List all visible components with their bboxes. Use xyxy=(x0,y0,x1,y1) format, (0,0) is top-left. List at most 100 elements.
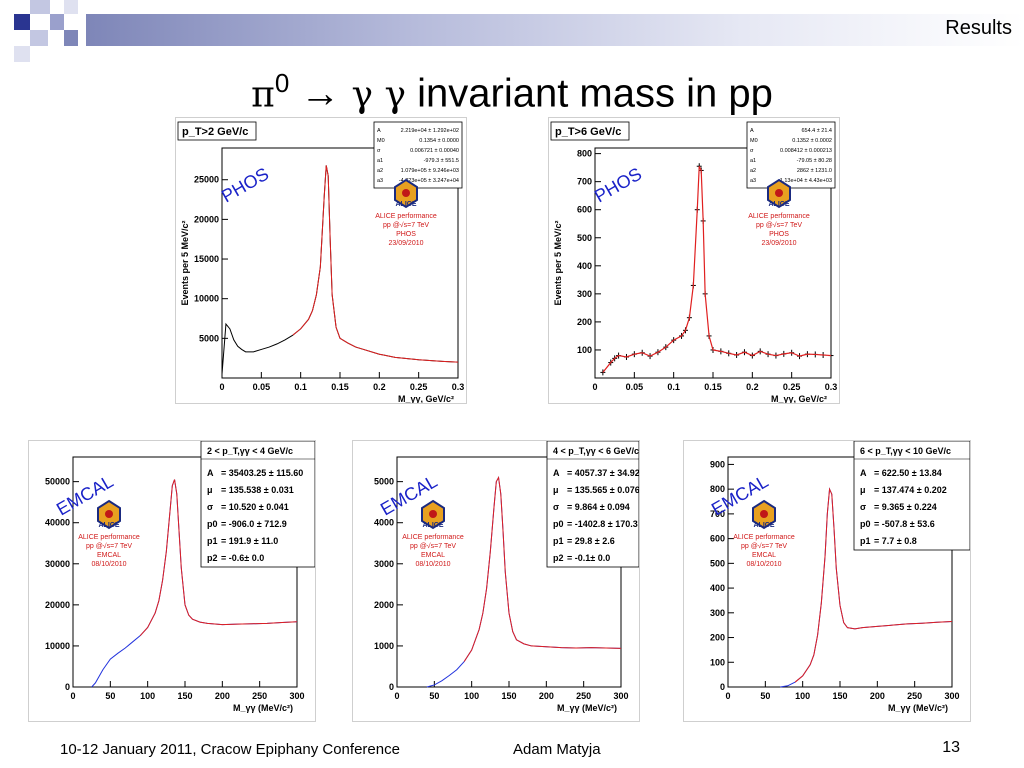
stats-param: p1 xyxy=(553,536,564,546)
performance-label: EMCAL xyxy=(752,552,776,559)
cut-box xyxy=(550,121,630,141)
alice-logo-text: ALICE xyxy=(99,522,120,529)
stats-value: 0.1352 ± 0.0002 xyxy=(792,138,832,144)
x-tick-label: 0.25 xyxy=(783,382,801,392)
performance-label: ALICE performance xyxy=(402,534,464,541)
chart-svg: 0 0.05 0.1 0.15 0.2 0.25 0.3 100 200 300 400 500 600… xyxy=(550,121,838,403)
x-tick-label: 0 xyxy=(725,691,730,701)
y-tick-label: 100 xyxy=(710,657,725,667)
stats-box xyxy=(546,441,639,568)
title-superscript: 0 xyxy=(274,68,290,98)
y-tick-label: 500 xyxy=(577,233,592,243)
title-particle: π xyxy=(251,74,275,116)
x-axis-label: M_γγ (MeV/c²) xyxy=(888,703,948,713)
stats-value: = 135.565 ± 0.076 xyxy=(567,485,639,495)
x-tick-label: 0 xyxy=(219,382,224,392)
x-tick-label: 0.25 xyxy=(410,382,428,392)
x-axis-label: M_γγ (MeV/c²) xyxy=(233,703,293,713)
emcal-pt2-4-panel: 0 50 100 150 200 250 300 0 10000 20000 30000 40000 5… xyxy=(28,440,316,722)
stats-param: M0 xyxy=(377,138,385,144)
x-tick-label: 0 xyxy=(70,691,75,701)
alice-logo-core xyxy=(105,510,113,518)
x-tick-label: 50 xyxy=(760,691,770,701)
x-tick-label: 100 xyxy=(464,691,479,701)
stats-param: a3 xyxy=(377,178,383,184)
y-tick-label: 5000 xyxy=(374,477,394,487)
stats-box xyxy=(200,441,315,568)
y-tick-label: 10000 xyxy=(45,641,70,651)
stats-param: σ xyxy=(860,502,866,512)
cut-label: p_T>2 GeV/c xyxy=(182,126,248,138)
x-tick-label: 0.15 xyxy=(331,382,349,392)
stats-value: 0.006721 ± 0.00040 xyxy=(410,148,459,154)
x-tick-label: 0.1 xyxy=(294,382,307,392)
y-axis-label: Events per 5 MeV/c² xyxy=(553,220,563,305)
y-tick-label: 800 xyxy=(577,149,592,159)
stats-value: = -1402.8 ± 170.3 xyxy=(567,519,638,529)
emcal-pt6-10-panel: 0 50 100 150 200 250 300 0 100 200 300 400 500 600 700… xyxy=(683,440,971,722)
x-tick-label: 300 xyxy=(944,691,959,701)
x-tick-label: 150 xyxy=(501,691,516,701)
y-tick-label: 300 xyxy=(577,289,592,299)
x-tick-label: 200 xyxy=(215,691,230,701)
section-label: Results xyxy=(945,17,1012,39)
emcal-pt4-6-panel: 0 50 100 150 200 250 300 0 1000 2000 3000 4000 5000 M… xyxy=(352,440,640,722)
y-tick-label: 900 xyxy=(710,459,725,469)
alice-logo-core xyxy=(429,510,437,518)
fit-curve xyxy=(794,487,953,683)
y-tick-label: 4000 xyxy=(374,518,394,528)
performance-label: pp @√s=7 TeV xyxy=(383,221,429,229)
chart-svg: 0 50 100 150 200 250 300 0 100 200 300 400 500 600 700… xyxy=(708,441,970,713)
y-tick-label: 700 xyxy=(577,177,592,187)
stats-value: = 35403.25 ± 115.60 xyxy=(221,468,303,478)
x-tick-label: 200 xyxy=(870,691,885,701)
stats-param: A xyxy=(207,468,214,478)
phos-pt2-panel: 0 0.05 0.1 0.15 0.2 0.25 0.3 5000 10000 15000 2000… xyxy=(175,117,467,404)
y-tick-label: 800 xyxy=(710,484,725,494)
alice-logo-text: ALICE xyxy=(769,201,790,208)
stats-param: σ xyxy=(750,148,754,154)
performance-label: EMCAL xyxy=(97,552,121,559)
footer-author: Adam Matyja xyxy=(513,741,601,758)
stats-param: p1 xyxy=(860,536,871,546)
x-tick-label: 0.05 xyxy=(626,382,644,392)
fit-curve xyxy=(139,479,298,636)
alice-logo-text: ALICE xyxy=(396,201,417,208)
y-axis-label: Events per 5 MeV/c² xyxy=(180,220,190,305)
y-tick-label: 700 xyxy=(710,509,725,519)
stats-param: μ xyxy=(207,485,213,495)
y-tick-label: 20000 xyxy=(45,600,70,610)
y-tick-label: 0 xyxy=(389,682,394,692)
stats-param: μ xyxy=(553,485,559,495)
x-tick-label: 150 xyxy=(832,691,847,701)
alice-logo-text: ALICE xyxy=(423,522,444,529)
x-tick-label: 0 xyxy=(592,382,597,392)
stats-param: σ xyxy=(553,502,559,512)
x-tick-label: 0.3 xyxy=(825,382,838,392)
stats-value: = -0.1± 0.0 xyxy=(567,553,610,563)
x-tick-label: 0.2 xyxy=(373,382,386,392)
performance-label: ALICE performance xyxy=(748,213,810,220)
fit-curve xyxy=(292,165,459,363)
slide-title: π0 → γ γ invariant mass in pp xyxy=(0,58,1024,120)
stats-cut-label: 2 < p_T,γγ < 4 GeV/c xyxy=(207,446,293,456)
stats-param: A xyxy=(860,468,867,478)
x-tick-label: 50 xyxy=(429,691,439,701)
cut-label: p_T>6 GeV/c xyxy=(555,126,621,138)
performance-label: pp @√s=7 TeV xyxy=(410,542,456,550)
y-tick-label: 10000 xyxy=(194,294,219,304)
x-tick-label: 200 xyxy=(539,691,554,701)
chart-svg: 0 50 100 150 200 250 300 0 10000 20000 30000 40000 5… xyxy=(45,441,315,713)
y-tick-label: 300 xyxy=(710,608,725,618)
performance-label: ALICE performance xyxy=(733,534,795,541)
x-tick-label: 250 xyxy=(907,691,922,701)
stats-param: a2 xyxy=(377,168,383,174)
performance-label: ALICE performance xyxy=(78,534,140,541)
y-tick-label: 200 xyxy=(577,317,592,327)
performance-label: 08/10/2010 xyxy=(746,561,781,568)
x-axis-label: M_γγ, GeV/c² xyxy=(398,394,454,403)
stats-param: σ xyxy=(207,502,213,512)
stats-value: 2.219e+04 ± 1.292e+02 xyxy=(401,128,459,134)
performance-label: PHOS xyxy=(769,231,789,238)
stats-value: = 9.365 ± 0.224 xyxy=(874,502,937,512)
